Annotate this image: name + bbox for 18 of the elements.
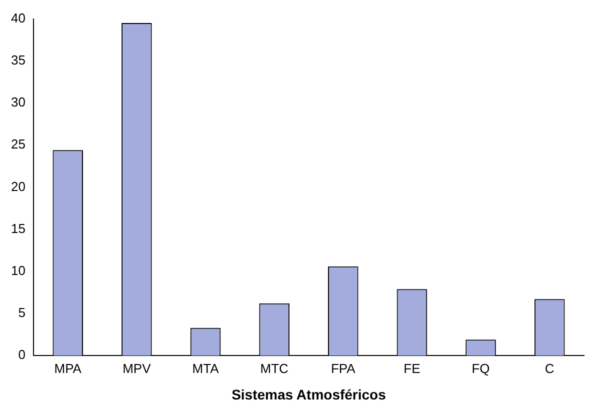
x-tick-label: FQ	[472, 360, 490, 376]
y-tick-label: 10	[10, 262, 26, 278]
x-tick-label: MPA	[54, 360, 82, 376]
y-tick-label: 20	[10, 178, 26, 194]
y-tick-label: 30	[10, 94, 26, 110]
y-tick-label: 35	[10, 52, 26, 68]
x-tick-label: FPA	[330, 360, 356, 376]
y-tick-label: 5	[18, 305, 26, 320]
y-tick-label: 25	[10, 136, 26, 152]
x-tick-label: MPV	[122, 360, 152, 376]
y-tick-label: 0	[18, 347, 26, 362]
x-axis-title: Sistemas Atmosféricos	[232, 386, 386, 402]
y-tick-label: 15	[10, 220, 26, 236]
x-tick-label: C	[544, 360, 554, 376]
x-tick-label: MTA	[192, 360, 220, 376]
y-tick-label: 40	[10, 10, 26, 26]
x-tick-label: MTC	[260, 360, 288, 376]
x-tick-label: FE	[404, 360, 421, 376]
